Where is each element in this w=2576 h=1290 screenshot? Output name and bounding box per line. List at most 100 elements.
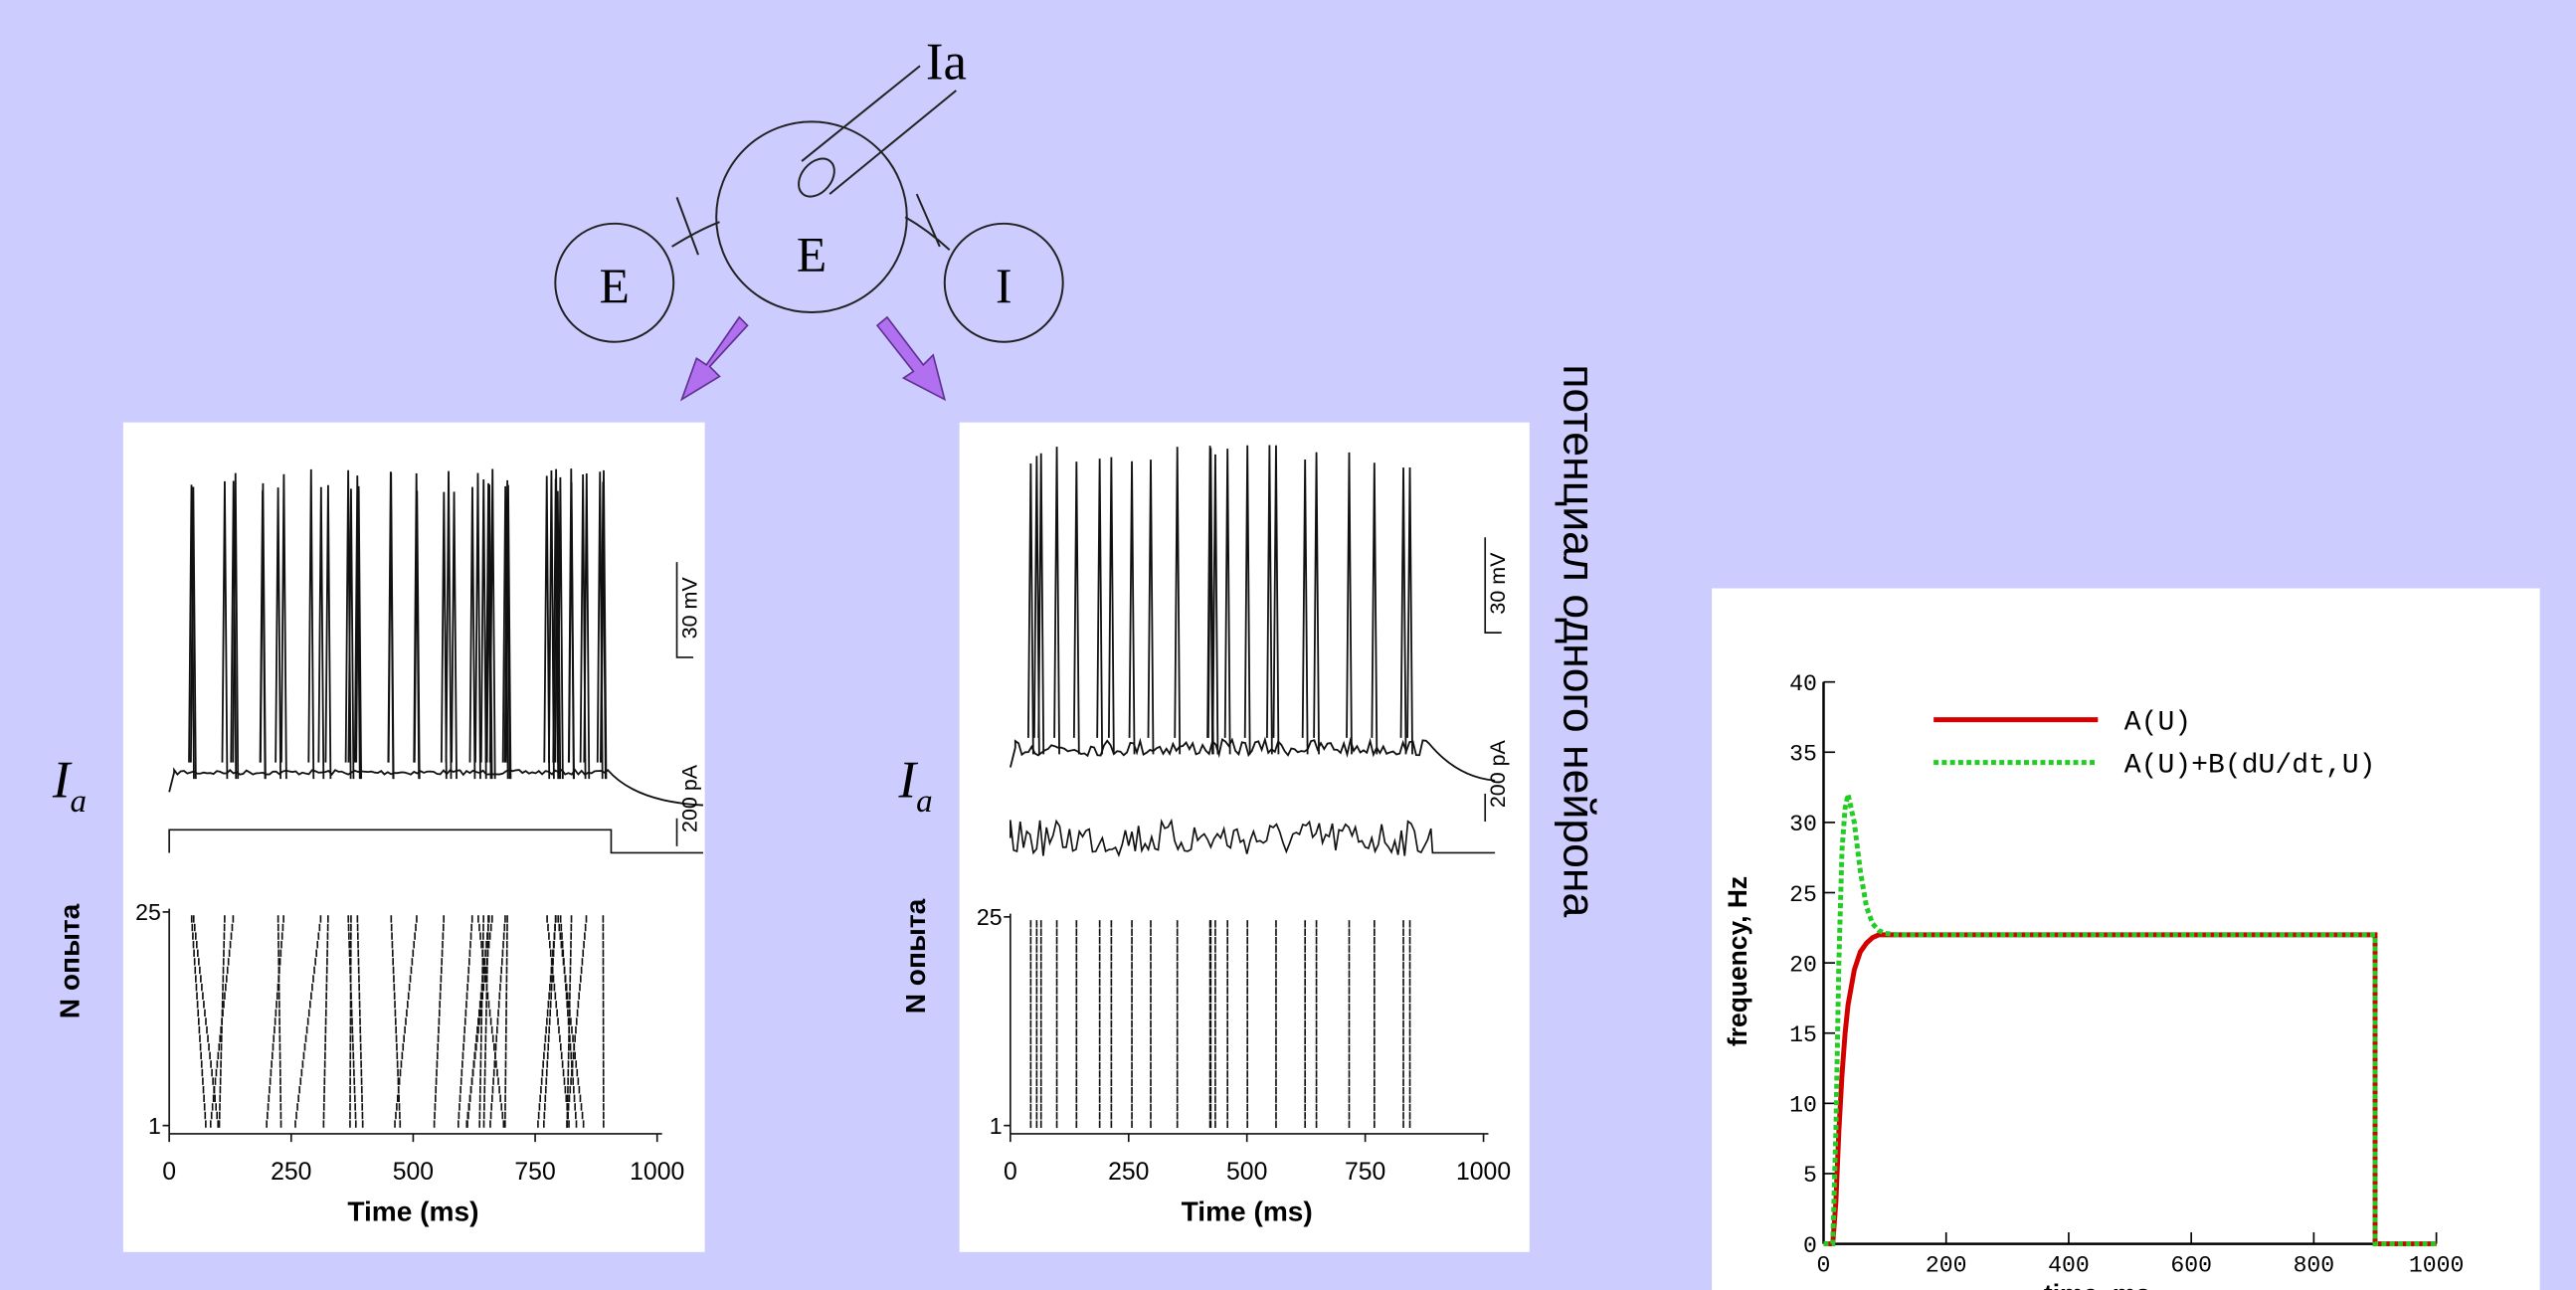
node-circle	[943, 222, 1064, 343]
spike	[1128, 461, 1136, 755]
spike	[275, 487, 281, 780]
y-tick-label: 10	[1789, 1093, 1817, 1119]
spike	[479, 478, 487, 780]
y-tick-label: 20	[1789, 952, 1817, 978]
x-tick-label: 800	[2294, 1253, 2335, 1279]
y-tick-label: 25	[135, 899, 161, 925]
axon-end	[798, 157, 835, 198]
x-tick-label: 200	[1926, 1253, 1967, 1279]
spike	[1265, 445, 1273, 755]
node-label: E	[600, 259, 630, 313]
synapse	[904, 193, 951, 251]
spike	[1174, 447, 1182, 755]
y-tick-label: 1	[990, 1113, 1003, 1139]
spike	[474, 472, 481, 780]
spike	[600, 469, 608, 780]
x-axis-label: Time (ms)	[347, 1196, 478, 1226]
x-tick-label: 250	[1108, 1159, 1149, 1186]
spike	[324, 484, 332, 780]
node-circle	[554, 222, 675, 343]
node-label: I	[996, 259, 1012, 313]
x-axis-label: Time (ms)	[1182, 1196, 1313, 1226]
x-tick-label: 1000	[1456, 1159, 1511, 1186]
x-tick-label: 0	[162, 1159, 176, 1186]
spike	[1313, 452, 1320, 755]
input-label: Ia	[926, 33, 967, 91]
spike	[1211, 454, 1219, 755]
spike	[260, 482, 267, 780]
chart-area	[1712, 588, 2540, 1290]
y-tick-label: 5	[1803, 1163, 1817, 1189]
spike	[1243, 445, 1251, 755]
synapse	[671, 197, 720, 256]
current-subscript: a	[70, 784, 87, 820]
spike	[548, 470, 555, 780]
scale-label: 200 pA	[1486, 739, 1510, 808]
y-axis-label: N опыта	[900, 898, 931, 1014]
spike	[355, 485, 363, 780]
current-label: Ia	[898, 751, 933, 820]
spike	[504, 484, 512, 780]
scale-label: 30 mV	[677, 577, 701, 640]
spike	[1406, 466, 1413, 755]
current-symbol: I	[52, 751, 73, 809]
spike	[579, 473, 587, 780]
caption: потенциал одного нейрона	[1555, 364, 1603, 917]
spike	[445, 470, 453, 780]
spike	[387, 471, 395, 780]
x-tick-label: 1000	[2409, 1253, 2464, 1279]
spike	[230, 480, 238, 780]
y-tick-label: 0	[1803, 1233, 1817, 1259]
arrow	[875, 315, 947, 402]
neuron-diagram	[554, 65, 1064, 343]
spike	[1206, 446, 1213, 755]
current-trace	[168, 829, 703, 854]
y-tick-label: 30	[1789, 812, 1817, 837]
legend-label: A(U)	[2124, 708, 2191, 739]
scale-label: 200 pA	[677, 764, 701, 832]
y-tick-label: 15	[1789, 1022, 1817, 1048]
current-subscript: a	[916, 784, 933, 820]
spike	[188, 484, 195, 780]
spike	[1399, 467, 1407, 755]
x-tick-label: 0	[1817, 1253, 1831, 1279]
x-tick-label: 250	[271, 1159, 311, 1186]
panel	[959, 422, 1530, 1252]
scale-bar	[1484, 537, 1502, 634]
spike	[232, 472, 240, 780]
scale-label: 30 mV	[1486, 552, 1510, 615]
spike	[554, 490, 562, 780]
spike	[1301, 460, 1309, 755]
spike	[1371, 462, 1379, 755]
current-label: Ia	[52, 751, 87, 820]
current-trace	[1010, 818, 1496, 858]
legend-label: A(U)+B(dU/dt,U)	[2124, 751, 2376, 782]
spike	[413, 472, 421, 780]
panels: 30 mV 200 pA 0 250 500 750 1000 1 25 Time (ms) N о…	[52, 445, 1511, 1226]
x-tick-label: 750	[1345, 1159, 1385, 1186]
spike	[440, 491, 448, 780]
spike	[1107, 457, 1115, 755]
spike	[1026, 463, 1034, 755]
node-label: E	[797, 228, 827, 282]
spike	[221, 480, 229, 780]
x-tick-label: 500	[1226, 1159, 1267, 1186]
spike	[1053, 447, 1060, 755]
x-axis-label: time, ms	[2044, 1279, 2150, 1290]
y-tick-label: 35	[1789, 742, 1817, 768]
spike	[552, 478, 560, 780]
spike	[1147, 460, 1155, 755]
spike	[451, 491, 458, 780]
spike	[1346, 452, 1353, 755]
spike	[468, 486, 476, 780]
voltage-trace	[168, 767, 704, 807]
y-tick-label: 40	[1789, 671, 1817, 697]
spike	[317, 486, 325, 780]
x-tick-label: 1000	[630, 1159, 684, 1186]
spike	[189, 486, 197, 780]
x-tick-label: 750	[514, 1159, 555, 1186]
y-axis-label: frequency, Hz	[1723, 876, 1752, 1046]
y-tick-label: 25	[977, 904, 1003, 930]
